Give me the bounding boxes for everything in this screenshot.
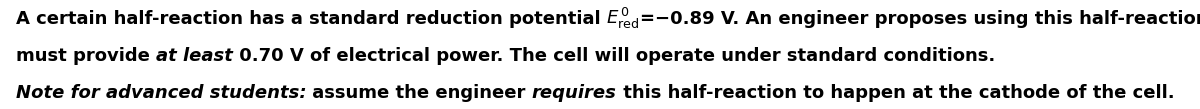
Text: at least: at least [156, 47, 233, 65]
Text: must provide: must provide [16, 47, 156, 65]
Text: Note for advanced students:: Note for advanced students: [16, 84, 306, 102]
Text: 0.70 V of electrical power. The cell will operate under standard conditions.: 0.70 V of electrical power. The cell wil… [233, 47, 995, 65]
Text: requires: requires [532, 84, 617, 102]
Text: A certain half-reaction has a standard reduction potential: A certain half-reaction has a standard r… [16, 10, 606, 28]
Text: $\mathit{E}^{\,0}_{\mathrm{red}}$: $\mathit{E}^{\,0}_{\mathrm{red}}$ [606, 6, 640, 31]
Text: this half-reaction to happen at the cathode of the cell.: this half-reaction to happen at the cath… [617, 84, 1175, 102]
Text: assume the engineer: assume the engineer [306, 84, 532, 102]
Text: =−0.89 V. An engineer proposes using this half-reaction at the cathode of a galv: =−0.89 V. An engineer proposes using thi… [640, 10, 1200, 28]
